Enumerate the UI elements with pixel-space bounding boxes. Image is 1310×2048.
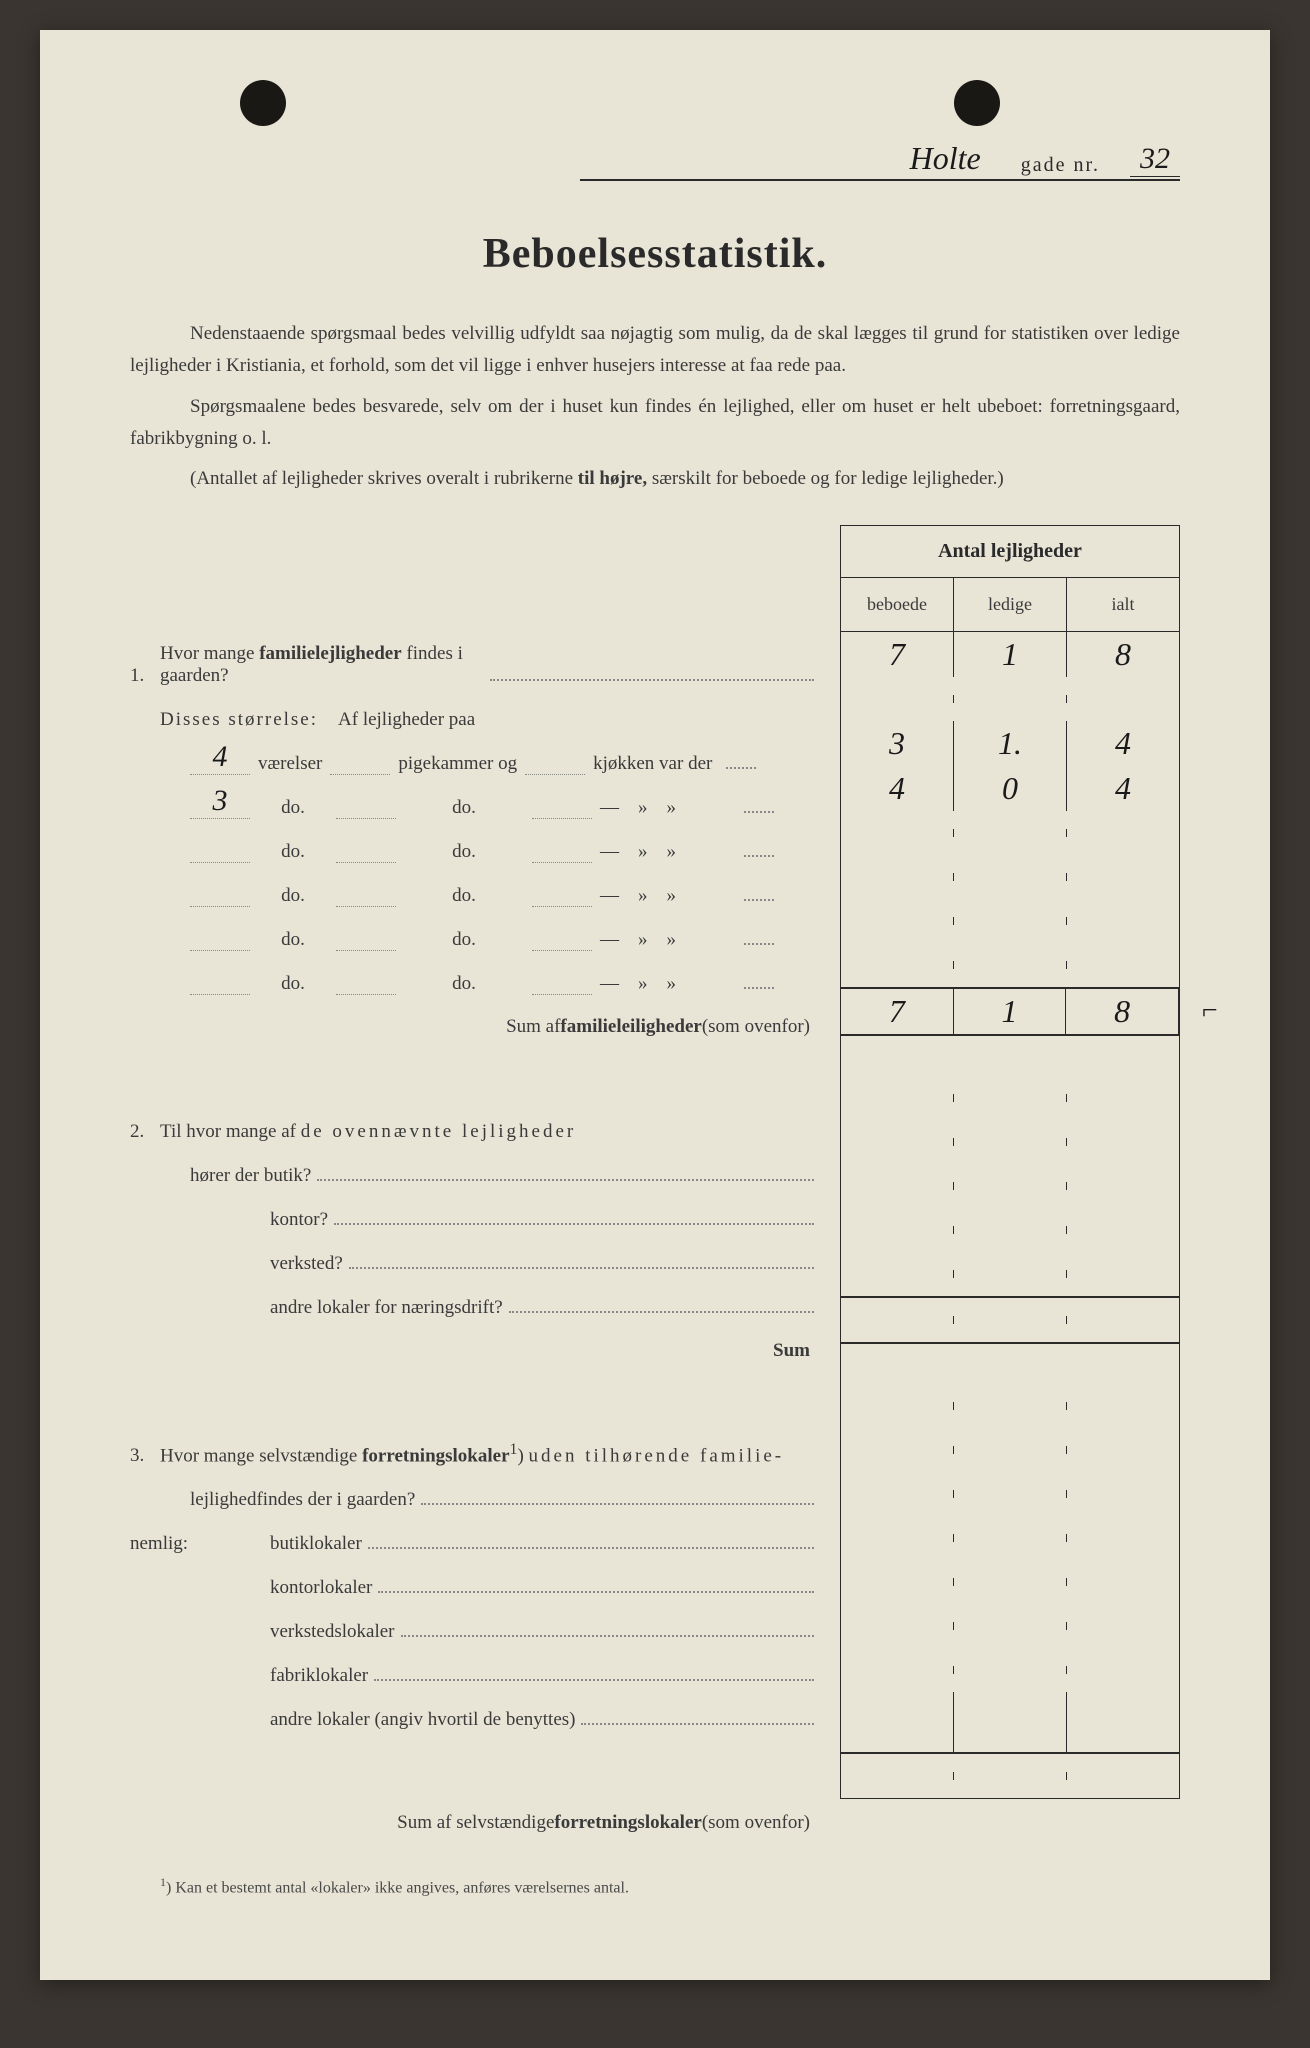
q2-data-2 bbox=[840, 1164, 1180, 1208]
q3-nemlig-4: andre lokaler (angiv hvortil de benyttes… bbox=[130, 1687, 820, 1731]
table-header: Antal lejligheder beboede ledige ialt bbox=[840, 525, 1180, 632]
q1-size-data-4 bbox=[840, 899, 1180, 943]
col-ialt: ialt bbox=[1067, 578, 1179, 631]
q2-number: 2. bbox=[130, 1121, 160, 1143]
question-1: 1. Hvor mange familielejligheder findes … bbox=[130, 643, 820, 687]
overflow-mark: ⌐ bbox=[1200, 995, 1219, 1027]
q1-size-row-2: do. do. — » » bbox=[130, 819, 820, 863]
q1-size-row-0: 4 værelser pigekammer og kjøkken var der bbox=[130, 731, 820, 775]
q2-sum-data bbox=[840, 1296, 1180, 1344]
q3-nemlig-2: verkstedslokaler bbox=[130, 1599, 820, 1643]
col-ledige: ledige bbox=[954, 578, 1067, 631]
q3-data-main bbox=[840, 1428, 1180, 1472]
q3-text: Hvor mange selvstændige forretningslokal… bbox=[160, 1441, 820, 1467]
q2-sub3: verksted? bbox=[130, 1231, 820, 1275]
q3-nemlig-1: kontorlokaler bbox=[130, 1555, 820, 1599]
q1-data-row: 7 1 8 bbox=[840, 632, 1180, 677]
q3-data-2 bbox=[840, 1560, 1180, 1604]
intro-paragraph-2: Spørgsmaalene bedes besvarede, selv om d… bbox=[130, 391, 1180, 456]
q2-sub4: andre lokaler for næringsdrift? bbox=[130, 1275, 820, 1319]
question-2: 2. Til hvor mange af de ovennævnte lejli… bbox=[130, 1099, 820, 1143]
content-wrapper: 1. Hvor mange familielejligheder findes … bbox=[130, 525, 1180, 1855]
q3-line2: lejlighed findes der i gaarden? bbox=[130, 1467, 820, 1511]
q1-text: Hvor mange familielejligheder findes i g… bbox=[160, 643, 484, 687]
q1-size-data-0: 3 1. 4 bbox=[840, 721, 1180, 766]
gade-label: gade nr. bbox=[1021, 154, 1100, 177]
q2-text: Til hvor mange af de ovennævnte lejlighe… bbox=[160, 1121, 820, 1143]
question-3: 3. Hvor mange selvstændige forretningslo… bbox=[130, 1423, 820, 1467]
intro-paragraph-1: Nedenstaaende spørgsmaal bedes velvillig… bbox=[130, 318, 1180, 383]
q3-data-4 bbox=[840, 1648, 1180, 1692]
q2-sub2: kontor? bbox=[130, 1187, 820, 1231]
q2-data-4 bbox=[840, 1252, 1180, 1296]
header-address-line: Holte gade nr. 32 bbox=[580, 140, 1180, 181]
q1-sum-data: 7 1 8 ⌐ bbox=[840, 987, 1180, 1036]
q3-data-0 bbox=[840, 1472, 1180, 1516]
punch-hole-left bbox=[240, 80, 286, 126]
size-rooms-1: 3 bbox=[190, 784, 250, 819]
q1-sum-label: Sum af familieleiligheder (som ovenfor) bbox=[130, 995, 820, 1059]
q3-nemlig-3: fabriklokaler bbox=[130, 1643, 820, 1687]
q1-size-row-4: do. do. — » » bbox=[130, 907, 820, 951]
q1-size-data-3 bbox=[840, 855, 1180, 899]
q3-number: 3. bbox=[130, 1445, 160, 1467]
q2-data-3 bbox=[840, 1208, 1180, 1252]
q1-disses-row: Disses størrelse: Af lejligheder paa bbox=[130, 687, 820, 731]
questions-column: 1. Hvor mange familielejligheder findes … bbox=[130, 525, 840, 1855]
q1-size-data-5 bbox=[840, 943, 1180, 987]
nemlig-label: nemlig: bbox=[130, 1533, 270, 1555]
data-table-column: Antal lejligheder beboede ledige ialt 7 … bbox=[840, 525, 1180, 1855]
street-number-handwritten: 32 bbox=[1130, 142, 1180, 177]
q1-size-row-3: do. do. — » » bbox=[130, 863, 820, 907]
spacer-row bbox=[840, 677, 1180, 721]
q3-nemlig-0: nemlig: butiklokaler bbox=[130, 1511, 820, 1555]
table-header-title: Antal lejligheder bbox=[841, 526, 1179, 578]
col-beboede: beboede bbox=[841, 578, 954, 631]
q3-data-3 bbox=[840, 1604, 1180, 1648]
q1-size-data-2 bbox=[840, 811, 1180, 855]
q3-data-1 bbox=[840, 1516, 1180, 1560]
size-rooms-0: 4 bbox=[190, 740, 250, 775]
table-header-columns: beboede ledige ialt bbox=[841, 578, 1179, 631]
q2-data-spacer bbox=[840, 1076, 1180, 1120]
q2-sum-label: Sum bbox=[130, 1319, 820, 1383]
q3-data-spacer bbox=[840, 1384, 1180, 1428]
q1-disses: Disses størrelse: bbox=[160, 709, 318, 731]
q2-data-1 bbox=[840, 1120, 1180, 1164]
q2-sub1: hører der butik? bbox=[130, 1143, 820, 1187]
footnote: 1) Kan et bestemt antal «lokaler» ikke a… bbox=[130, 1875, 1180, 1897]
q1-number: 1. bbox=[130, 665, 160, 687]
q1-size-row-5: do. do. — » » bbox=[130, 951, 820, 995]
document-page: Holte gade nr. 32 Beboelsesstatistik. Ne… bbox=[40, 30, 1270, 1980]
q1-size-data-1: 4 0 4 bbox=[840, 766, 1180, 811]
punch-hole-right bbox=[954, 80, 1000, 126]
q3-sum-data bbox=[840, 1752, 1180, 1799]
q3-sum-label: Sum af selvstændige forretningslokaler (… bbox=[130, 1791, 820, 1855]
q1-af-lej: Af lejligheder paa bbox=[338, 709, 475, 731]
page-title: Beboelsesstatistik. bbox=[130, 230, 1180, 278]
street-name-handwritten: Holte bbox=[910, 140, 981, 177]
intro-paragraph-3: (Antallet af lejligheder skrives overalt… bbox=[130, 463, 1180, 495]
q1-size-row-1: 3 do. do. — » » bbox=[130, 775, 820, 819]
